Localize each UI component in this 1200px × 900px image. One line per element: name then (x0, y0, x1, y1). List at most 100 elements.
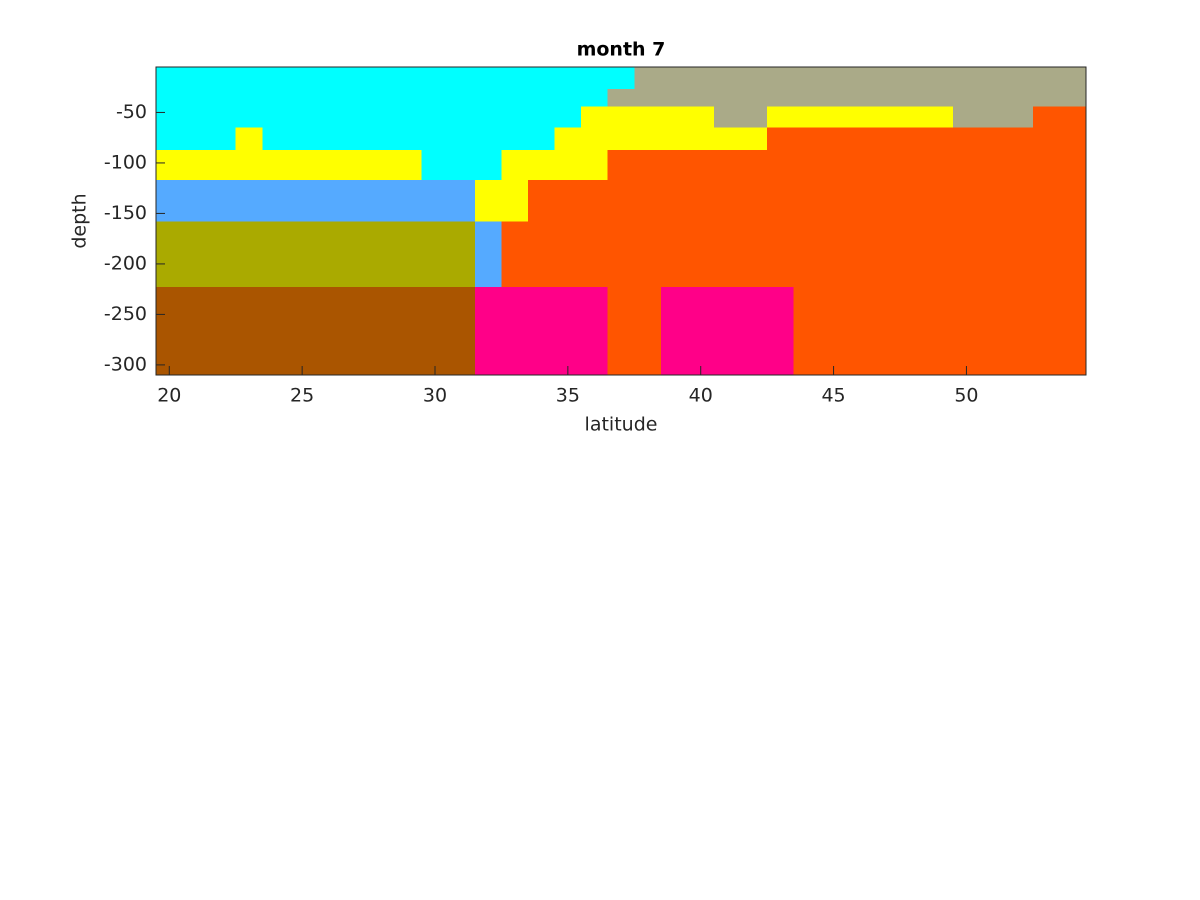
cell (421, 149, 449, 181)
cell (1059, 127, 1087, 151)
cell (474, 127, 503, 151)
cell (714, 149, 742, 181)
cell (554, 67, 582, 90)
cell (714, 221, 742, 288)
cell (1006, 287, 1034, 376)
cell (342, 287, 370, 376)
cell (793, 89, 821, 107)
cell (368, 89, 396, 107)
cell (395, 127, 423, 151)
cell (740, 287, 768, 376)
cell (235, 221, 263, 288)
cell (607, 221, 635, 288)
cell (581, 221, 609, 288)
cell (395, 287, 423, 376)
cell (767, 221, 795, 288)
cell (660, 127, 689, 151)
cell (315, 221, 343, 288)
cell (342, 149, 370, 181)
cell (820, 221, 848, 288)
cell (554, 149, 582, 181)
cell (900, 221, 928, 288)
cell (1059, 67, 1087, 90)
cell (421, 221, 449, 288)
cell (554, 106, 582, 129)
cell (368, 287, 396, 376)
cell (1006, 180, 1034, 223)
cell (820, 106, 848, 129)
cell (182, 221, 210, 288)
cell (714, 180, 742, 223)
cell (767, 67, 795, 90)
cell (660, 221, 689, 288)
cell (660, 106, 689, 129)
cell (156, 127, 184, 151)
cell (979, 106, 1007, 129)
cell (421, 180, 449, 223)
cell (421, 287, 449, 376)
cell (1032, 149, 1061, 181)
cell (501, 67, 529, 90)
cell (528, 106, 556, 129)
cell (262, 221, 290, 288)
cell (474, 221, 503, 288)
cell (262, 89, 290, 107)
cell (182, 287, 210, 376)
cell (820, 127, 848, 151)
cell (342, 106, 370, 129)
cell (900, 287, 928, 376)
cell (1006, 106, 1034, 129)
cell (368, 221, 396, 288)
cell (634, 287, 662, 376)
cell (501, 287, 529, 376)
cell (581, 106, 609, 129)
cell (235, 89, 263, 107)
cell (634, 67, 662, 90)
cell (421, 127, 449, 151)
cell (846, 287, 875, 376)
chart-title: month 7 (577, 39, 666, 61)
cell (554, 287, 582, 376)
cell (262, 127, 290, 151)
cell (953, 221, 981, 288)
cell (182, 89, 210, 107)
cell (740, 127, 768, 151)
cell (182, 67, 210, 90)
cell (926, 287, 954, 376)
cell (846, 221, 875, 288)
cell (448, 106, 476, 129)
cell (687, 67, 715, 90)
cell (342, 221, 370, 288)
cell (554, 89, 582, 107)
cell (182, 149, 210, 181)
cell (1059, 106, 1087, 129)
cell (900, 106, 928, 129)
cell (581, 89, 609, 107)
cell (1032, 221, 1061, 288)
cell (767, 89, 795, 107)
cell (1032, 67, 1061, 90)
cell (315, 89, 343, 107)
cell (979, 180, 1007, 223)
cell (315, 287, 343, 376)
cell (687, 221, 715, 288)
cell (528, 221, 556, 288)
cell (979, 67, 1007, 90)
cell (1006, 221, 1034, 288)
cell (846, 127, 875, 151)
cell (714, 127, 742, 151)
y-tick-label: -300 (104, 353, 147, 375)
cell (235, 149, 263, 181)
cell (607, 106, 635, 129)
cell (581, 67, 609, 90)
cell (262, 287, 290, 376)
cell (687, 127, 715, 151)
cell (979, 287, 1007, 376)
cell (474, 180, 503, 223)
cell (209, 221, 237, 288)
cell (820, 89, 848, 107)
cell (209, 180, 237, 223)
cell (926, 221, 954, 288)
cell (288, 67, 317, 90)
cell (873, 106, 901, 129)
